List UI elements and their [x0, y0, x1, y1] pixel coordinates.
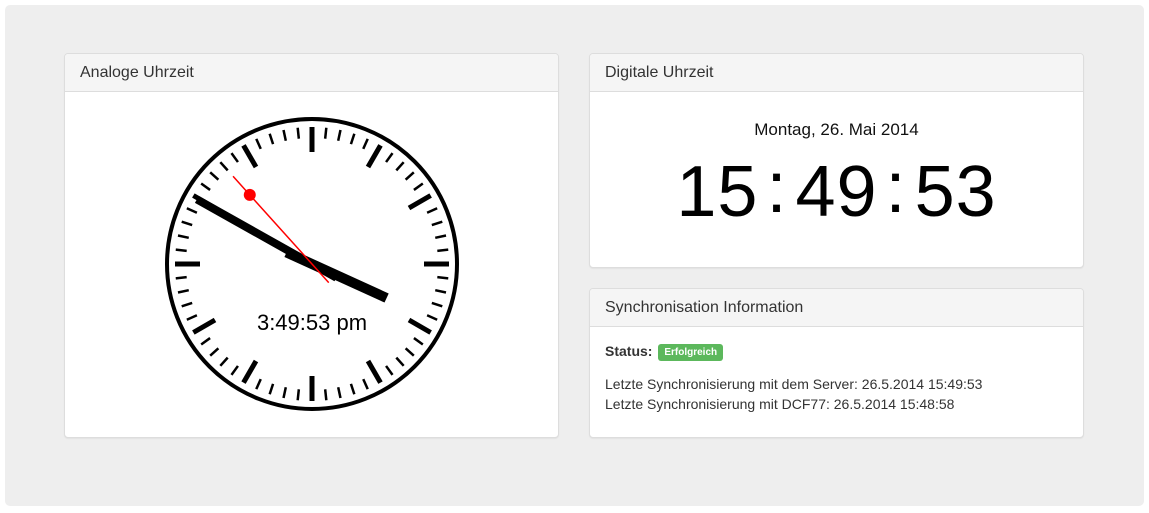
- clock-ticks: [175, 127, 449, 401]
- second-hand-dot: [243, 188, 256, 201]
- analog-panel-title: Analoge Uhrzeit: [65, 54, 558, 92]
- sync-info-panel: Synchronisation Information Status: Erfo…: [589, 288, 1084, 438]
- hour-tick: [407, 317, 432, 335]
- minute-tick: [181, 220, 193, 227]
- digital-hours: 15: [676, 152, 759, 232]
- digital-seconds: 53: [914, 152, 997, 232]
- server-sync-text: Letzte Synchronisierung mit dem Server: …: [605, 376, 983, 392]
- minute-tick: [426, 314, 438, 321]
- digital-clock-panel: Digitale Uhrzeit Montag, 26. Mai 2014 15…: [589, 53, 1084, 268]
- minute-tick: [404, 171, 415, 181]
- status-badge: Erfolgreich: [658, 344, 724, 361]
- dcf77-sync-text: Letzte Synchronisierung mit DCF77: 26.5.…: [605, 396, 955, 412]
- minute-tick: [255, 378, 262, 390]
- minute-tick: [437, 275, 449, 280]
- hour-tick: [241, 144, 259, 169]
- minute-tick: [255, 138, 262, 150]
- hour-tick: [365, 144, 383, 169]
- minute-tick: [404, 347, 415, 357]
- minute-tick: [186, 207, 198, 214]
- minute-tick: [268, 383, 275, 395]
- minute-tick: [349, 383, 356, 395]
- minute-tick: [175, 248, 187, 253]
- minute-tick: [336, 386, 342, 399]
- time-separator: :: [885, 148, 907, 228]
- minute-tick: [296, 389, 301, 401]
- digital-minutes: 49: [795, 152, 878, 232]
- minute-tick: [230, 365, 239, 376]
- minute-tick: [362, 378, 369, 390]
- minute-tick: [200, 337, 211, 346]
- clock-face: 3:49:53 pm: [165, 117, 459, 411]
- sync-body: Status: Erfolgreich Letzte Synchronisier…: [590, 327, 1083, 414]
- analog-clock: 3:49:53 pm: [162, 114, 462, 414]
- analog-clock-panel: Analoge Uhrzeit 3:49:53 pm: [64, 53, 559, 438]
- minute-tick: [385, 365, 394, 376]
- date-display: Montag, 26. Mai 2014: [754, 120, 919, 139]
- minute-tick: [426, 207, 438, 214]
- minute-tick: [413, 337, 424, 346]
- minute-tick: [437, 248, 449, 253]
- minute-tick: [200, 182, 211, 191]
- minute-tick: [177, 234, 190, 240]
- time-separator: :: [766, 148, 788, 228]
- minute-tick: [282, 129, 288, 142]
- minute-tick: [219, 356, 229, 367]
- hour-tick: [241, 359, 259, 384]
- minute-tick: [186, 314, 198, 321]
- minute-tick: [362, 138, 369, 150]
- minute-tick: [431, 220, 443, 227]
- digital-time-display: 15:49:53: [590, 148, 1083, 232]
- hour-tick: [407, 193, 432, 211]
- minute-tick: [209, 347, 220, 357]
- minute-tick: [434, 288, 447, 294]
- digital-panel-title: Digitale Uhrzeit: [590, 54, 1083, 92]
- minute-tick: [230, 152, 239, 163]
- sync-panel-title: Synchronisation Information: [590, 289, 1083, 327]
- minute-tick: [349, 133, 356, 145]
- minute-tick: [395, 356, 405, 367]
- minute-tick: [296, 127, 301, 139]
- minute-tick: [175, 275, 187, 280]
- minute-tick: [181, 301, 193, 308]
- minute-tick: [219, 161, 229, 172]
- minute-tick: [323, 389, 328, 401]
- minute-tick: [336, 129, 342, 142]
- minute-tick: [209, 171, 220, 181]
- hour-tick: [365, 359, 383, 384]
- minute-tick: [431, 301, 443, 308]
- minute-tick: [323, 127, 328, 139]
- minute-tick: [282, 386, 288, 399]
- minute-tick: [395, 161, 405, 172]
- minute-tick: [177, 288, 190, 294]
- minute-tick: [434, 234, 447, 240]
- status-line: Status: Erfolgreich: [605, 343, 1068, 362]
- analog-time-text: 3:49:53 pm: [257, 310, 367, 335]
- status-label: Status:: [605, 343, 653, 359]
- hour-tick: [192, 317, 217, 335]
- minute-tick: [268, 133, 275, 145]
- minute-tick: [385, 152, 394, 163]
- minute-tick: [413, 182, 424, 191]
